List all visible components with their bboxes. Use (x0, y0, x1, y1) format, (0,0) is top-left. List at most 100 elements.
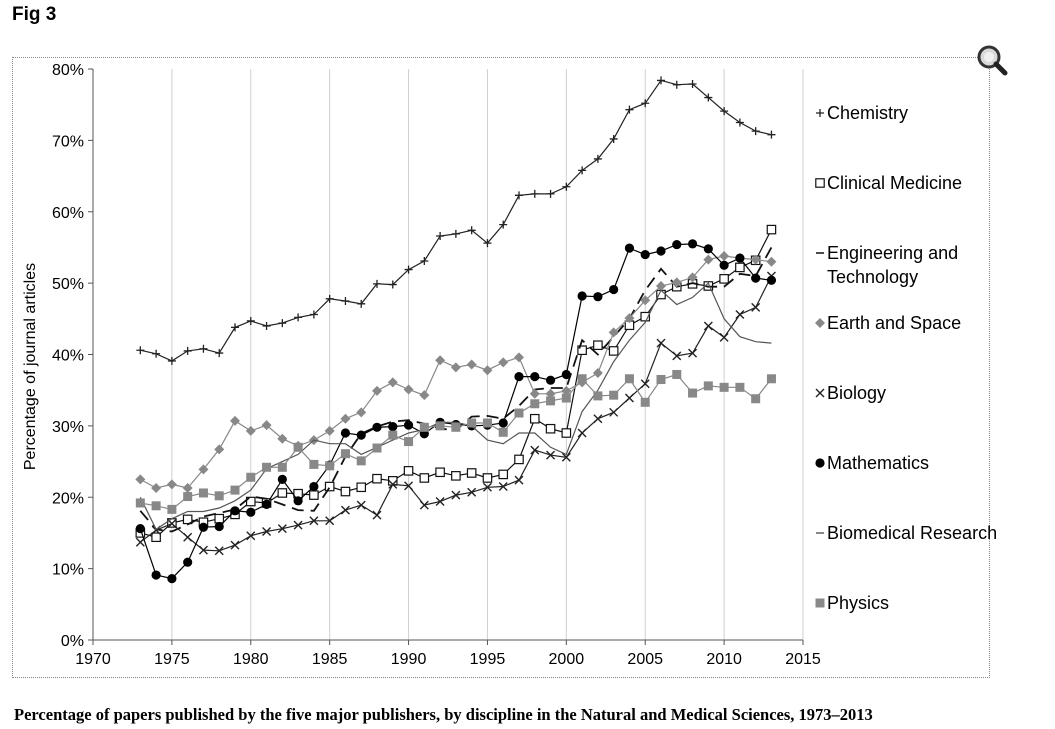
series-biology (135, 271, 776, 556)
data-point-chemistry (215, 349, 224, 358)
data-point-clinical-medicine (514, 454, 524, 465)
x-tick-label: 1970 (75, 651, 111, 668)
data-point-mathematics (403, 420, 414, 430)
data-point-biology (703, 321, 713, 331)
data-point-biology (356, 500, 366, 510)
data-point-chemistry (388, 280, 397, 289)
data-point-earth-and-space (466, 359, 477, 370)
data-point-earth-and-space (151, 482, 162, 493)
data-point-biology (624, 393, 634, 403)
data-point-biology (388, 479, 398, 489)
magnifier-icon[interactable] (976, 44, 1008, 76)
legend-swatch (815, 178, 825, 188)
data-point-clinical-medicine (245, 496, 256, 507)
y-tick-label: 70% (52, 133, 84, 150)
data-point-clinical-medicine (356, 482, 367, 493)
data-point-earth-and-space (687, 272, 698, 283)
data-point-physics (356, 456, 366, 466)
data-point-biology (214, 546, 224, 556)
data-point-chemistry (373, 279, 381, 288)
legend-label: Biomedical Research (827, 523, 997, 543)
data-point-chemistry (294, 313, 303, 322)
data-point-chemistry (562, 182, 571, 191)
data-point-clinical-medicine (340, 486, 351, 497)
data-point-chemistry (767, 130, 776, 139)
data-point-mathematics (751, 273, 761, 283)
data-point-earth-and-space (624, 313, 635, 324)
legend-item-physics: Physics (815, 593, 889, 613)
figure-label: Fig 3 (12, 4, 57, 25)
data-point-biology (246, 531, 256, 541)
data-point-mathematics (183, 557, 193, 567)
legend-label: Physics (827, 593, 889, 613)
data-point-clinical-medicine (419, 473, 430, 483)
data-point-biology (293, 520, 303, 530)
data-point-clinical-medicine (529, 413, 540, 424)
data-point-mathematics (561, 369, 571, 380)
legend-swatch (815, 458, 825, 468)
data-point-earth-and-space (403, 384, 414, 395)
data-point-chemistry (625, 105, 634, 114)
data-point-biology (262, 527, 272, 537)
data-point-mathematics (246, 507, 256, 517)
series-line-mathematics (139, 243, 772, 580)
data-point-biology (277, 524, 287, 534)
data-point-earth-and-space (372, 385, 382, 396)
data-point-chemistry (720, 107, 729, 116)
data-point-mathematics (530, 372, 540, 382)
data-point-chemistry (672, 80, 681, 89)
data-point-physics (593, 391, 603, 401)
data-point-chemistry (688, 79, 697, 88)
data-point-biology (640, 379, 650, 389)
data-point-mathematics (545, 375, 556, 385)
data-point-mathematics (640, 249, 650, 260)
data-point-physics (609, 390, 619, 400)
data-point-earth-and-space (656, 280, 666, 291)
series-chemistry (136, 76, 776, 365)
data-point-physics (719, 382, 729, 392)
data-point-chemistry (641, 99, 650, 108)
data-point-physics (672, 369, 682, 379)
series-biomedical-research (139, 282, 772, 531)
data-point-earth-and-space (435, 355, 446, 366)
y-tick-label: 30% (52, 419, 84, 436)
series-physics (135, 369, 776, 514)
x-tick-label: 1975 (154, 651, 190, 668)
data-point-chemistry (467, 226, 476, 235)
legend-item-earth-and-space: Earth and Space (815, 313, 961, 333)
data-point-mathematics (151, 570, 161, 580)
data-point-earth-and-space (450, 362, 461, 373)
data-point-clinical-medicine (151, 532, 161, 543)
legend-label: Biology (827, 383, 886, 403)
data-point-mathematics (198, 522, 209, 532)
data-point-clinical-medicine (766, 224, 777, 235)
data-point-earth-and-space (419, 390, 430, 401)
data-point-physics (451, 422, 461, 432)
legend-label: Clinical Medicine (827, 173, 962, 193)
data-point-earth-and-space (514, 352, 524, 363)
y-tick-label: 60% (52, 205, 84, 222)
data-point-chemistry (657, 76, 665, 85)
data-point-clinical-medicine (561, 428, 572, 438)
series-line-chemistry (140, 79, 772, 362)
legend-swatch (816, 109, 824, 117)
data-point-physics (262, 462, 272, 472)
data-point-chemistry (751, 127, 760, 136)
data-point-physics (293, 442, 303, 452)
data-point-earth-and-space (198, 464, 209, 475)
data-point-biology (230, 540, 240, 550)
data-point-mathematics (277, 474, 287, 485)
y-tick-label: 40% (52, 348, 84, 365)
y-tick-label: 10% (52, 562, 84, 579)
data-point-biology (751, 302, 761, 312)
data-point-earth-and-space (529, 388, 540, 399)
data-point-chemistry (451, 229, 460, 238)
data-point-biology (609, 407, 619, 417)
legend-item-engineering-and-technology: Engineering and Technology (816, 243, 958, 287)
x-tick-label: 1980 (233, 651, 269, 668)
data-point-clinical-medicine (593, 340, 603, 351)
y-tick-label: 50% (52, 276, 84, 293)
data-point-biology (672, 351, 682, 361)
data-point-mathematics (656, 246, 666, 256)
data-point-biology (198, 545, 208, 555)
